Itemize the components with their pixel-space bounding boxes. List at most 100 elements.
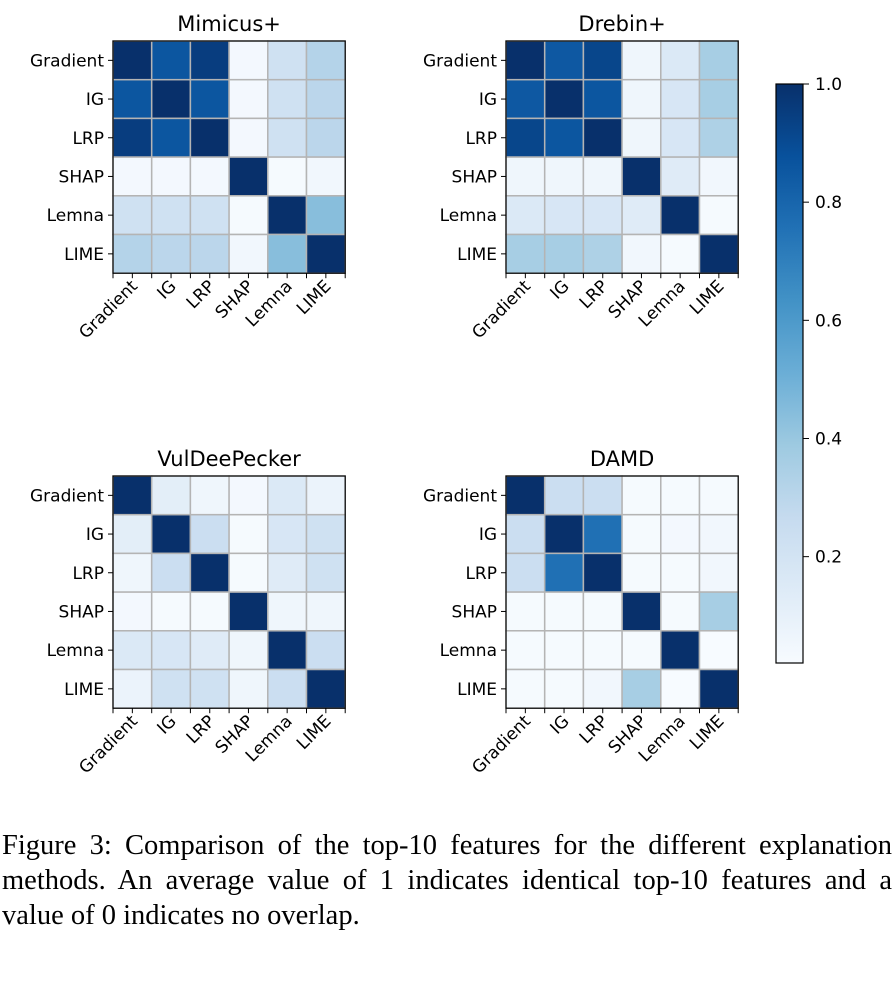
heatmap-cell <box>150 591 192 632</box>
y-tick-label: LIME <box>457 245 497 265</box>
heatmap-cell <box>543 552 585 593</box>
heatmap-cell <box>660 195 701 236</box>
heatmap-cell <box>228 117 269 158</box>
heatmap-cell <box>505 78 546 120</box>
y-tick-label: Gradient <box>30 51 104 71</box>
heatmap-cell <box>267 475 308 516</box>
heatmap-cell <box>505 591 546 632</box>
heatmap-cell <box>505 475 546 516</box>
x-tick-label: IG <box>154 712 181 739</box>
y-tick-label: IG <box>86 90 104 110</box>
heatmap-cell <box>305 195 346 236</box>
heatmap-cell <box>660 668 701 709</box>
heatmap-cell <box>267 668 308 709</box>
heatmap-cell <box>621 630 662 671</box>
colorbar-tick-label: 1.0 <box>815 75 842 95</box>
heatmap-cell <box>505 630 546 671</box>
heatmap-cell <box>660 78 701 120</box>
heatmap-cell <box>698 668 739 709</box>
heatmap-cell <box>150 78 192 120</box>
heatmap-cell <box>621 78 662 120</box>
heatmap-cell <box>543 40 585 81</box>
heatmap-cell <box>150 630 192 671</box>
heatmap-cell <box>505 117 546 158</box>
heatmap-cell <box>505 233 546 274</box>
colorbar-tick-label: 0.8 <box>815 193 842 213</box>
heatmap-cell <box>189 40 230 81</box>
heatmap-cell <box>150 156 192 197</box>
y-tick-label: SHAP <box>59 602 104 622</box>
heatmap-cell <box>698 630 739 671</box>
heatmap-cell <box>305 475 346 516</box>
y-tick-label: LIME <box>64 680 104 700</box>
heatmap-cell <box>150 195 192 236</box>
heatmap-cell <box>582 630 623 671</box>
heatmap-cell <box>305 40 346 81</box>
heatmap-cell <box>112 195 153 236</box>
heatmap-cell <box>305 233 346 274</box>
heatmap-panel: Mimicus+ Gradient IG LRP SHAP Lemna LIME Gradie… <box>30 12 346 343</box>
panel-title: DAMD <box>590 447 654 471</box>
x-tick-label: LIME <box>686 712 728 754</box>
heatmap-cell <box>112 117 153 158</box>
x-tick-label: IG <box>154 277 181 304</box>
heatmap-cell <box>621 233 662 274</box>
heatmap-cell <box>543 156 585 197</box>
colorbar-gradient <box>775 83 804 664</box>
heatmap-cell <box>582 195 623 236</box>
heatmap-cell <box>621 156 662 197</box>
heatmap-cell <box>112 630 153 671</box>
heatmap-cell <box>228 513 269 555</box>
y-tick-label: LIME <box>457 680 497 700</box>
heatmap-cell <box>150 513 192 555</box>
x-tick-label: Gradient <box>75 276 142 343</box>
heatmap-cell <box>621 552 662 593</box>
heatmap-cell <box>698 156 739 197</box>
heatmap-cell <box>305 668 346 709</box>
heatmap-cell <box>582 513 623 555</box>
heatmap-cell <box>621 40 662 81</box>
heatmap-cell <box>267 78 308 120</box>
heatmap-cell <box>660 591 701 632</box>
heatmap-cell <box>189 591 230 632</box>
heatmap-cell <box>698 475 739 516</box>
heatmap-cell <box>543 668 585 709</box>
x-tick-label: IG <box>547 277 574 304</box>
y-tick-label: LRP <box>465 564 497 584</box>
panel-title: VulDeePecker <box>157 447 301 471</box>
heatmap-cell <box>267 40 308 81</box>
heatmap-cell <box>150 233 192 274</box>
colorbar-tick-label: 0.6 <box>815 311 842 331</box>
heatmap-panel: VulDeePecker Gradient IG LRP SHAP Lemna LIME Gr… <box>30 447 346 778</box>
heatmap-cell <box>660 117 701 158</box>
heatmap-cell <box>150 475 192 516</box>
heatmap-cell <box>150 117 192 158</box>
heatmap-cell <box>189 513 230 555</box>
heatmap-cell <box>267 156 308 197</box>
y-tick-label: LIME <box>64 245 104 265</box>
heatmap-cell <box>228 233 269 274</box>
x-tick-label: LIME <box>686 277 728 319</box>
heatmap-cell <box>228 195 269 236</box>
heatmap-cell <box>582 156 623 197</box>
heatmap-cell <box>621 591 662 632</box>
colorbar-tick-label: 0.4 <box>815 429 842 449</box>
x-tick-label: Gradient <box>468 711 535 778</box>
heatmap-cell <box>698 233 739 274</box>
heatmap-cell <box>582 117 623 158</box>
heatmap-cell <box>505 513 546 555</box>
heatmap-cell <box>660 40 701 81</box>
heatmap-cell <box>228 78 269 120</box>
heatmap-cell <box>505 552 546 593</box>
heatmap-cell <box>150 668 192 709</box>
heatmap-cell <box>505 195 546 236</box>
heatmap-cell <box>267 117 308 158</box>
heatmap-cell <box>112 668 153 709</box>
heatmap-cell <box>189 78 230 120</box>
heatmap-cell <box>112 40 153 81</box>
heatmap-cell <box>660 233 701 274</box>
heatmap-cell <box>698 78 739 120</box>
heatmap-cell <box>267 591 308 632</box>
heatmap-cell <box>660 630 701 671</box>
heatmap-cell <box>698 117 739 158</box>
